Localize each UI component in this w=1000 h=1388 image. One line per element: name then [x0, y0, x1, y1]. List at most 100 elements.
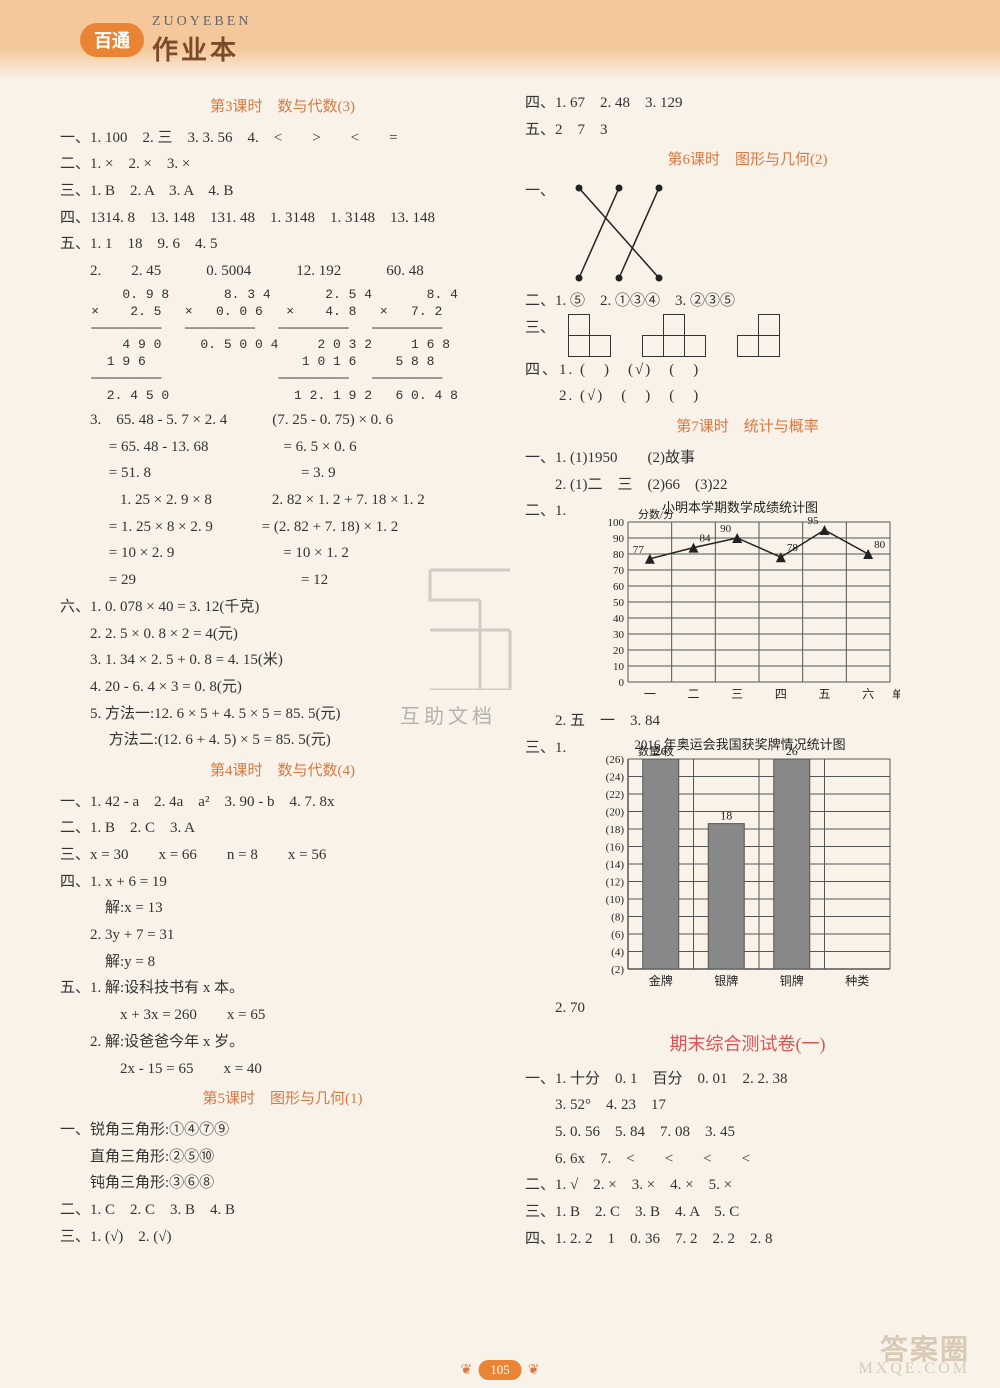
s5-l5: 三、1. (√) 2. (√): [60, 1224, 505, 1251]
s5-l3: 钝角三角形:③⑥⑧: [60, 1170, 505, 1197]
s3-l15: 3. 1. 34 × 2. 5 + 0. 8 = 4. 15(米): [60, 647, 505, 674]
svg-text:10: 10: [613, 661, 625, 673]
s6-title: 第6课时 图形与几何(2): [525, 147, 970, 174]
s4-l10: 2. 解:设爸爸今年 x 岁。: [60, 1029, 505, 1056]
svg-text:(26): (26): [606, 754, 625, 766]
s5-l4: 二、1. C 2. C 3. B 4. B: [60, 1197, 505, 1224]
svg-text:铜牌: 铜牌: [780, 973, 804, 988]
s3-l18: 方法二:(12. 6 + 4. 5) × 5 = 85. 5(元): [60, 727, 505, 754]
svg-text:一: 一: [644, 687, 656, 701]
s3-l12: = 29 = 12: [60, 567, 505, 594]
s3-l6: 3. 65. 48 - 5. 7 × 2. 4 (7. 25 - 0. 75) …: [60, 407, 505, 434]
s3-calc: 0. 9 8 8. 3 4 2. 5 4 8. 4 × 2. 5 × 0. 0 …: [60, 287, 505, 405]
svg-text:单元: 单元: [892, 688, 900, 701]
svg-text:30: 30: [613, 629, 625, 641]
s6-l5: 2. (√) ( ) ( ): [525, 383, 970, 410]
s6-tetro-row: 三、: [525, 315, 970, 357]
svg-text:二: 二: [688, 687, 700, 701]
s4-l3: 三、x = 30 x = 66 n = 8 x = 56: [60, 842, 505, 869]
svg-text:(16): (16): [606, 841, 625, 853]
left-column: 第3课时 数与代数(3) 一、1. 100 2. 三 3. 3. 56 4. <…: [60, 90, 505, 1252]
s3-l14: 2. 2. 5 × 0. 8 × 2 = 4(元): [60, 621, 505, 648]
svg-text:18: 18: [721, 808, 733, 822]
svg-text:(18): (18): [606, 824, 625, 836]
s3-l9: 1. 25 × 2. 9 × 8 2. 82 × 1. 2 + 7. 18 × …: [60, 487, 505, 514]
svg-text:80: 80: [613, 549, 625, 561]
s4-l2: 二、1. B 2. C 3. A: [60, 815, 505, 842]
f-l1: 一、1. 十分 0. 1 百分 0. 01 2. 2. 38: [525, 1066, 970, 1093]
header-pinyin: ZUOYEBEN: [152, 14, 251, 30]
header-title: 作业本: [152, 30, 251, 67]
s3-l8: = 51. 8 = 3. 9: [60, 460, 505, 487]
rt-l1: 四、1. 67 2. 48 3. 129: [525, 90, 970, 117]
right-column: 四、1. 67 2. 48 3. 129 五、2 7 3 第6课时 图形与几何(…: [525, 90, 970, 1252]
svg-text:70: 70: [613, 565, 625, 577]
s3-l2: 二、1. × 2. × 3. ×: [60, 151, 505, 178]
svg-text:0: 0: [619, 677, 625, 689]
final-title: 期末综合测试卷(一): [525, 1028, 970, 1060]
svg-text:(2): (2): [611, 964, 624, 976]
s3-l10: = 1. 25 × 8 × 2. 9 = (2. 82 + 7. 18) × 1…: [60, 514, 505, 541]
svg-text:26: 26: [655, 744, 667, 758]
svg-text:四: 四: [775, 687, 787, 701]
s7-l3: 二、1.: [525, 498, 566, 525]
s4-title: 第4课时 数与代数(4): [60, 758, 505, 785]
s7-l4: 2. 五 一 3. 84: [525, 708, 970, 735]
s4-l1: 一、1. 42 - a 2. 4a a² 3. 90 - b 4. 7. 8x: [60, 789, 505, 816]
s4-l5: 解:x = 13: [60, 895, 505, 922]
s6-row1: 一、: [525, 178, 970, 288]
svg-text:(8): (8): [611, 911, 624, 923]
rt-l2: 五、2 7 3: [525, 117, 970, 144]
f-l7: 四、1. 2. 2 1 0. 36 7. 2 2. 2 2. 8: [525, 1226, 970, 1253]
s4-l9: x + 3x = 260 x = 65: [60, 1002, 505, 1029]
svg-text:60: 60: [613, 581, 625, 593]
svg-text:80: 80: [874, 539, 886, 551]
svg-text:26: 26: [786, 744, 798, 758]
svg-text:三: 三: [731, 687, 743, 701]
s7-chart1-row: 二、1. 小明本学期数学成绩统计图分数/分0102030405060708090…: [525, 498, 970, 708]
bar-chart-medals: 2016 年奥运会我国获奖牌情况统计图数量/枚(2)(4)(6)(8)(10)(…: [580, 735, 900, 995]
svg-text:90: 90: [613, 533, 625, 545]
s3-l7: = 65. 48 - 13. 68 = 6. 5 × 0. 6: [60, 434, 505, 461]
tetromino-1: [569, 315, 611, 357]
svg-text:银牌: 银牌: [715, 974, 739, 988]
page-content: 第3课时 数与代数(3) 一、1. 100 2. 三 3. 3. 56 4. <…: [0, 80, 1000, 1262]
svg-text:(14): (14): [606, 859, 625, 871]
svg-text:100: 100: [608, 517, 625, 529]
s3-l13: 六、1. 0. 078 × 40 = 3. 12(千克): [60, 594, 505, 621]
s3-l1: 一、1. 100 2. 三 3. 3. 56 4. < > < =: [60, 125, 505, 152]
svg-text:金牌: 金牌: [649, 973, 673, 988]
svg-text:(24): (24): [606, 771, 625, 783]
f-l6: 三、1. B 2. C 3. B 4. A 5. C: [525, 1199, 970, 1226]
bottom-watermark-2: MXQE.COM: [858, 1360, 970, 1378]
s7-l5: 三、1.: [525, 735, 566, 762]
s3-l3: 三、1. B 2. A 3. A 4. B: [60, 178, 505, 205]
svg-text:40: 40: [613, 613, 625, 625]
s5-l2: 直角三角形:②⑤⑩: [60, 1144, 505, 1171]
header-titles: ZUOYEBEN 作业本: [152, 14, 251, 67]
s6-l4: 四、1. ( ) (√) ( ): [525, 357, 970, 384]
svg-text:五: 五: [819, 687, 831, 701]
svg-text:六: 六: [862, 687, 874, 701]
svg-text:(4): (4): [611, 946, 624, 958]
s6-label1: 一、: [525, 178, 555, 205]
svg-text:(20): (20): [606, 806, 625, 818]
page-number-badge: ❦ 105 ❦: [461, 1360, 540, 1380]
s7-l2: 2. (1)二 三 (2)66 (3)22: [525, 472, 970, 499]
svg-text:50: 50: [613, 597, 625, 609]
s4-l4: 四、1. x + 6 = 19: [60, 869, 505, 896]
page-number: 105: [478, 1360, 522, 1380]
s4-l6: 2. 3y + 7 = 31: [60, 922, 505, 949]
svg-text:84: 84: [700, 533, 712, 545]
brand-badge: 百通: [80, 23, 144, 57]
f-l4: 6. 6x 7. < < < <: [525, 1146, 970, 1173]
s7-l1: 一、1. (1)1950 (2)故事: [525, 445, 970, 472]
s3-l16: 4. 20 - 6. 4 × 3 = 0. 8(元): [60, 674, 505, 701]
s4-l11: 2x - 15 = 65 x = 40: [60, 1056, 505, 1083]
svg-text:90: 90: [720, 523, 732, 535]
s3-l5b: 2. 2. 45 0. 5004 12. 192 60. 48: [60, 258, 505, 285]
s5-l1: 一、锐角三角形:①④⑦⑨: [60, 1117, 505, 1144]
page-header: 百通 ZUOYEBEN 作业本: [0, 0, 1000, 80]
s6-l3: 三、: [525, 315, 555, 342]
s5-title: 第5课时 图形与几何(1): [60, 1086, 505, 1113]
